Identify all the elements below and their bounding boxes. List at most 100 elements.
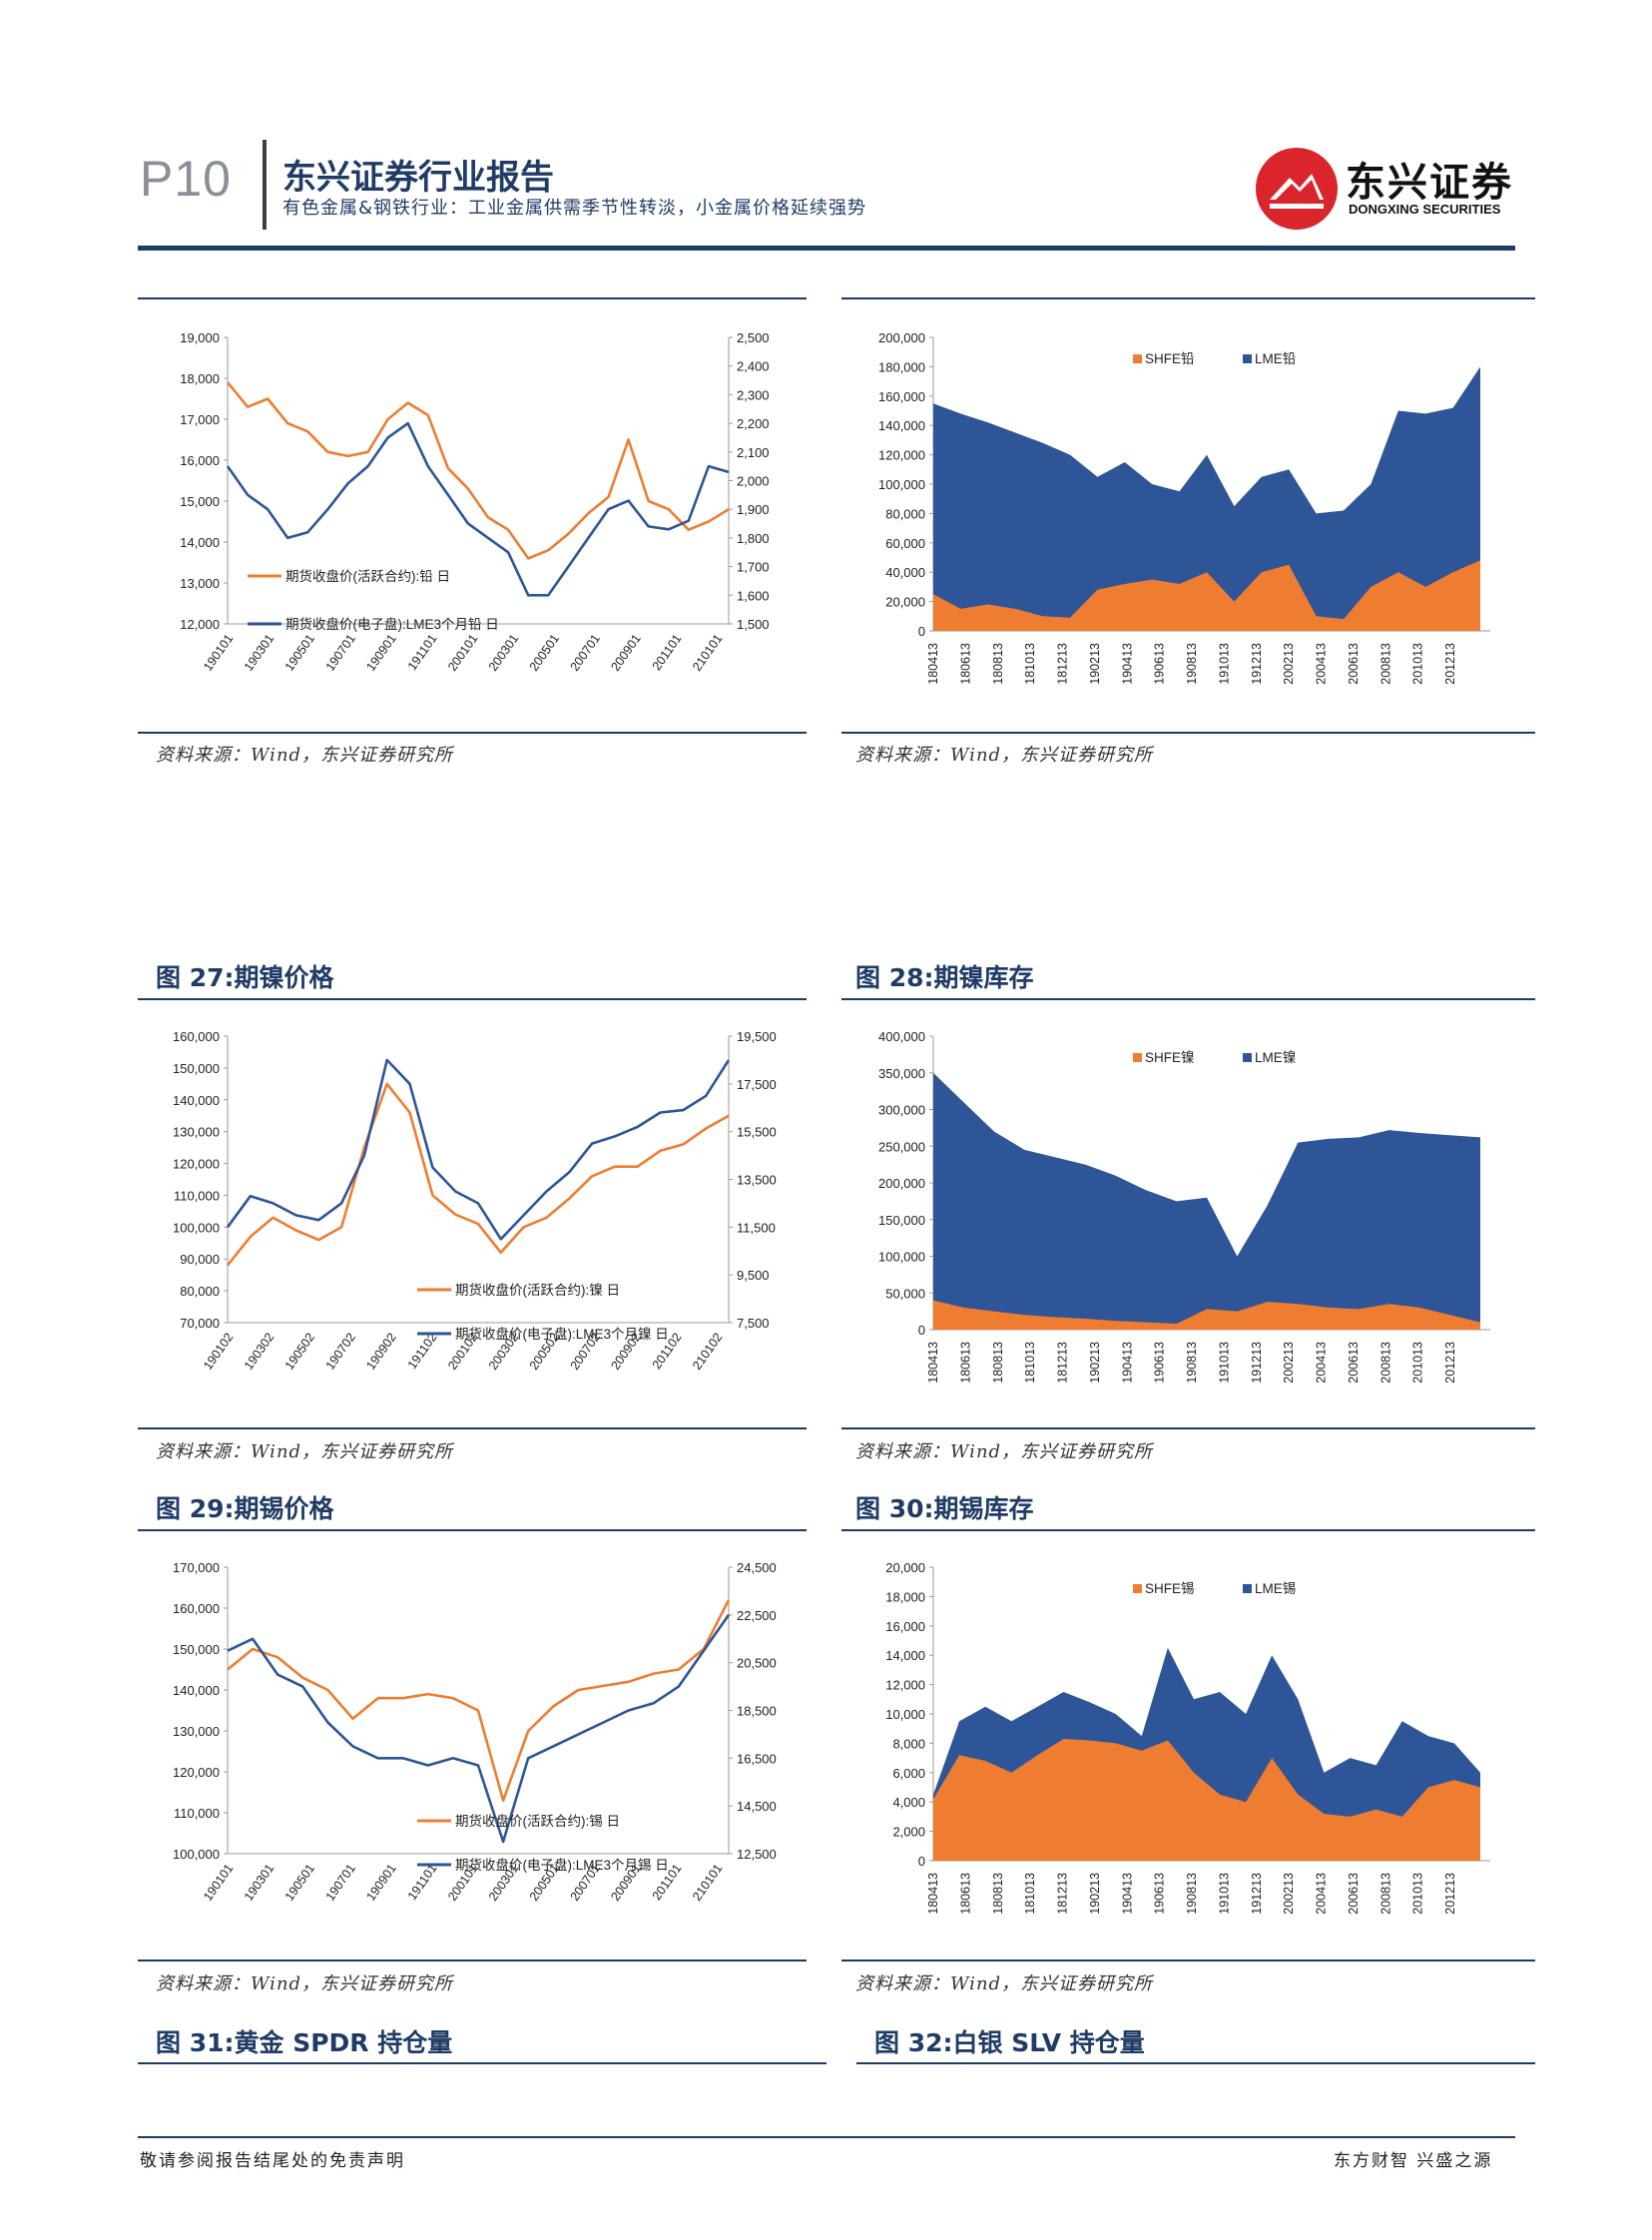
x-tick-label: 190701	[323, 632, 358, 674]
figure-title: 图 32:白银 SLV 持仓量	[874, 2028, 1145, 2057]
y-right-tick-label: 20,500	[737, 1656, 777, 1671]
y-tick-label: 6,000	[892, 1766, 925, 1781]
x-tick-label: 180413	[926, 1873, 940, 1915]
x-tick-label: 200813	[1378, 643, 1392, 685]
legend-swatch	[1243, 1584, 1252, 1593]
y-left-tick-label: 15,000	[180, 494, 220, 509]
y-right-tick-label: 9,500	[737, 1268, 770, 1283]
legend-swatch	[1133, 1584, 1142, 1593]
legend-label: SHFE铅	[1145, 351, 1195, 366]
x-tick-label: 200501	[527, 632, 562, 674]
y-tick-label: 0	[918, 624, 925, 639]
y-tick-label: 120,000	[878, 448, 925, 463]
y-tick-label: 12,000	[885, 1678, 925, 1693]
x-tick-label: 190813	[1185, 643, 1199, 685]
x-tick-label: 191013	[1217, 1342, 1231, 1384]
y-right-tick-label: 18,500	[737, 1704, 777, 1719]
area-series	[933, 1072, 1480, 1330]
y-tick-label: 20,000	[885, 595, 925, 610]
x-tick-label: 201013	[1411, 1342, 1425, 1384]
chart-top-rule	[138, 998, 807, 1000]
x-tick-label: 190102	[201, 1331, 236, 1373]
chart-bottom-rule	[841, 1427, 1535, 1429]
y-left-tick-label: 90,000	[180, 1252, 220, 1267]
x-tick-label: 180813	[991, 1342, 1005, 1384]
legend-label: LME铅	[1255, 351, 1296, 366]
y-right-tick-label: 1,500	[737, 617, 770, 632]
x-tick-label: 200301	[486, 632, 521, 674]
x-tick-label: 201101	[650, 632, 685, 673]
chart-top-rule	[138, 297, 807, 299]
x-tick-label: 190413	[1120, 1342, 1134, 1384]
x-tick-label: 200613	[1347, 643, 1361, 685]
y-tick-label: 10,000	[885, 1707, 925, 1722]
source-note: 资料来源：Wind，东兴证券研究所	[156, 1973, 454, 1994]
y-right-tick-label: 13,500	[737, 1173, 777, 1188]
x-tick-label: 181213	[1056, 643, 1070, 685]
legend-label: 期货收盘价(活跃合约):铅 日	[285, 568, 450, 584]
x-tick-label: 200213	[1282, 643, 1296, 685]
y-tick-label: 14,000	[885, 1648, 925, 1663]
y-tick-label: 18,000	[885, 1589, 925, 1604]
x-tick-label: 190901	[363, 632, 398, 674]
x-tick-label: 180613	[958, 1873, 972, 1915]
nickel-stock-chart: 0 50,000 100,000 150,000 200,000 250,000 300,0…	[878, 1029, 1490, 1384]
y-right-tick-label: 2,100	[737, 445, 770, 460]
logo-name-en: DONGXING SECURITIES	[1349, 202, 1501, 217]
chart-bottom-rule	[138, 732, 807, 734]
y-tick-label: 60,000	[885, 536, 925, 551]
y-right-tick-label: 15,500	[737, 1125, 777, 1140]
x-tick-label: 190613	[1153, 1342, 1167, 1384]
x-tick-label: 190613	[1153, 643, 1167, 685]
y-tick-label: 250,000	[878, 1139, 925, 1154]
source-note: 资料来源：Wind，东兴证券研究所	[855, 1441, 1154, 1462]
y-tick-label: 100,000	[878, 1250, 925, 1265]
x-tick-label: 190613	[1153, 1873, 1167, 1915]
x-tick-label: 200701	[568, 632, 603, 674]
x-tick-label: 190702	[323, 1331, 358, 1373]
x-tick-label: 200613	[1347, 1342, 1361, 1384]
legend-label: SHFE锡	[1145, 1581, 1195, 1596]
x-tick-label: 200813	[1378, 1873, 1392, 1915]
x-tick-label: 200213	[1282, 1342, 1296, 1384]
y-tick-label: 400,000	[878, 1029, 925, 1044]
y-right-tick-label: 24,500	[737, 1560, 777, 1575]
x-tick-label: 191101	[405, 632, 440, 673]
y-left-tick-label: 110,000	[174, 1806, 220, 1821]
y-tick-label: 160,000	[878, 389, 925, 404]
x-tick-label: 200213	[1282, 1873, 1296, 1915]
x-tick-label: 191013	[1217, 643, 1231, 685]
series-line	[227, 1614, 731, 1844]
chart-top-rule	[841, 1529, 1535, 1531]
legend-label: 期货收盘价(电子盘):LME3个月锡 日	[455, 1857, 669, 1873]
x-tick-label: 190101	[201, 1862, 236, 1904]
nickel-price-chart: 70,000 80,000 90,000 100,000 110,000 120,000 1…	[173, 1029, 777, 1373]
area-series	[933, 1300, 1480, 1330]
y-tick-label: 20,000	[885, 1560, 925, 1575]
page-number: P10	[140, 151, 232, 207]
footer-disclaimer: 敬请参阅报告结尾处的免责声明	[140, 2151, 405, 2171]
logo-name-cn: 东兴证券	[1346, 160, 1513, 206]
tin-stock-chart: 0 2,000 4,000 6,000 8,000 10,000 12,000 14,000 1…	[885, 1560, 1490, 1915]
y-left-tick-label: 100,000	[173, 1847, 220, 1862]
legend-swatch	[1243, 354, 1252, 363]
x-tick-label: 190902	[363, 1331, 398, 1373]
legend-swatch	[1133, 1053, 1142, 1062]
x-tick-label: 190813	[1185, 1342, 1199, 1384]
y-tick-label: 100,000	[878, 477, 925, 492]
chart-bottom-rule	[841, 1960, 1535, 1961]
y-right-tick-label: 22,500	[737, 1608, 777, 1623]
legend-label: 期货收盘价(活跃合约):镍 日	[455, 1282, 620, 1298]
y-left-tick-label: 120,000	[173, 1765, 220, 1780]
y-right-tick-label: 19,500	[737, 1029, 777, 1044]
legend-label: SHFE镍	[1145, 1050, 1195, 1065]
y-left-tick-label: 160,000	[173, 1029, 220, 1044]
y-right-tick-label: 1,800	[737, 531, 770, 546]
y-tick-label: 350,000	[878, 1066, 925, 1081]
legend-label: LME镍	[1255, 1050, 1296, 1065]
x-tick-label: 190413	[1120, 643, 1134, 685]
y-tick-label: 200,000	[878, 1176, 925, 1191]
x-tick-label: 190501	[282, 632, 317, 674]
x-tick-label: 180613	[958, 1342, 972, 1384]
x-tick-label: 210101	[690, 632, 725, 674]
